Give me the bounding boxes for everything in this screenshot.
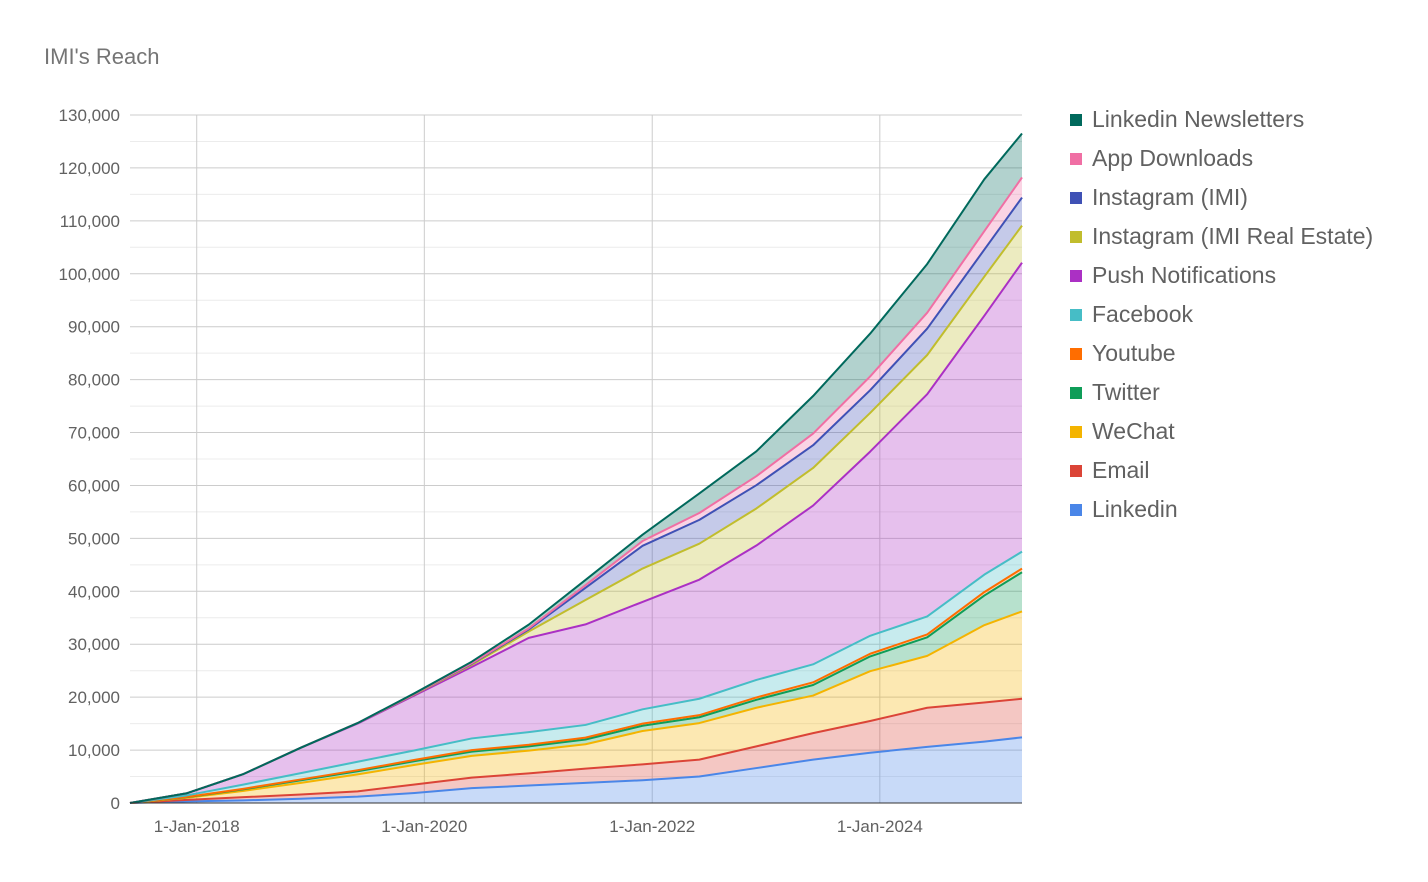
line-wechat xyxy=(129,610,1023,804)
stacked-area-chart: 0 10,000 20,000 30,000 40,000 50,000 60,000 70,… xyxy=(59,106,1023,836)
legend-label: App Downloads xyxy=(1092,145,1254,171)
legend-item-facebook: Facebook xyxy=(1070,295,1373,334)
x-tick-label: 1-Jan-2018 xyxy=(154,817,240,836)
line-facebook xyxy=(129,550,1023,804)
legend-item-linkedin-newsletters: Linkedin Newsletters xyxy=(1070,100,1373,139)
area-linkedin xyxy=(130,737,1022,803)
series-areas xyxy=(130,133,1022,804)
line-linkedin-newsletters xyxy=(129,132,1023,804)
legend-label: WeChat xyxy=(1092,418,1175,444)
y-tick-label: 30,000 xyxy=(68,635,120,654)
legend-swatch xyxy=(1070,191,1082,204)
y-tick-label: 40,000 xyxy=(68,582,120,601)
y-tick-label: 80,000 xyxy=(68,371,120,390)
legend-swatch xyxy=(1070,386,1082,399)
legend-swatch xyxy=(1070,503,1082,516)
legend-label: Twitter xyxy=(1092,379,1160,405)
legend-label: Email xyxy=(1092,457,1150,483)
y-tick-label: 130,000 xyxy=(59,106,120,125)
line-youtube xyxy=(129,567,1023,804)
y-tick-label: 120,000 xyxy=(59,159,120,178)
legend-swatch xyxy=(1070,152,1082,165)
x-tick-label: 1-Jan-2020 xyxy=(381,817,467,836)
x-tick-label: 1-Jan-2024 xyxy=(837,817,923,836)
line-linkedin xyxy=(129,736,1023,804)
legend-item-wechat: WeChat xyxy=(1070,412,1373,451)
x-tick-label: 1-Jan-2022 xyxy=(609,817,695,836)
legend-label: Facebook xyxy=(1092,301,1194,327)
y-tick-label: 50,000 xyxy=(68,529,120,548)
legend: Linkedin Newsletters App Downloads Instagr… xyxy=(1070,100,1373,529)
y-tick-label: 20,000 xyxy=(68,688,120,707)
chart-title: IMI's Reach xyxy=(44,44,160,69)
legend-item-app-downloads: App Downloads xyxy=(1070,139,1373,178)
legend-label: Push Notifications xyxy=(1092,262,1277,288)
legend-item-instagram-imi: Instagram (IMI) xyxy=(1070,178,1373,217)
axes: 0 10,000 20,000 30,000 40,000 50,000 60,000 70,… xyxy=(59,106,1022,836)
y-tick-label: 70,000 xyxy=(68,424,120,443)
legend-swatch xyxy=(1070,113,1082,126)
legend-swatch xyxy=(1070,308,1082,321)
grid-lines xyxy=(130,114,1022,804)
line-email xyxy=(129,697,1023,804)
legend-swatch xyxy=(1070,269,1082,282)
legend-swatch xyxy=(1070,464,1082,477)
y-tick-label: 0 xyxy=(111,794,120,813)
series-lines xyxy=(129,132,1023,804)
legend-swatch xyxy=(1070,425,1082,438)
y-tick-label: 110,000 xyxy=(60,212,120,231)
y-tick-label: 10,000 xyxy=(68,741,120,760)
y-tick-label: 60,000 xyxy=(68,476,120,495)
legend-item-twitter: Twitter xyxy=(1070,373,1373,412)
legend-item-linkedin: Linkedin xyxy=(1070,490,1373,529)
legend-item-instagram-imi-real-estate: Instagram (IMI Real Estate) xyxy=(1070,217,1373,256)
area-email xyxy=(130,698,1022,803)
legend-label: Youtube xyxy=(1092,340,1176,366)
legend-item-youtube: Youtube xyxy=(1070,334,1373,373)
legend-label: Linkedin xyxy=(1092,496,1178,522)
area-wechat xyxy=(130,611,1022,803)
legend-label: Instagram (IMI) xyxy=(1092,184,1248,210)
legend-label: Linkedin Newsletters xyxy=(1092,106,1305,132)
legend-item-email: Email xyxy=(1070,451,1373,490)
legend-swatch xyxy=(1070,230,1082,243)
y-tick-label: 100,000 xyxy=(59,265,120,284)
y-tick-label: 90,000 xyxy=(68,318,120,337)
legend-swatch xyxy=(1070,347,1082,360)
legend-label: Instagram (IMI Real Estate) xyxy=(1092,223,1374,249)
legend-item-push-notifications: Push Notifications xyxy=(1070,256,1373,295)
